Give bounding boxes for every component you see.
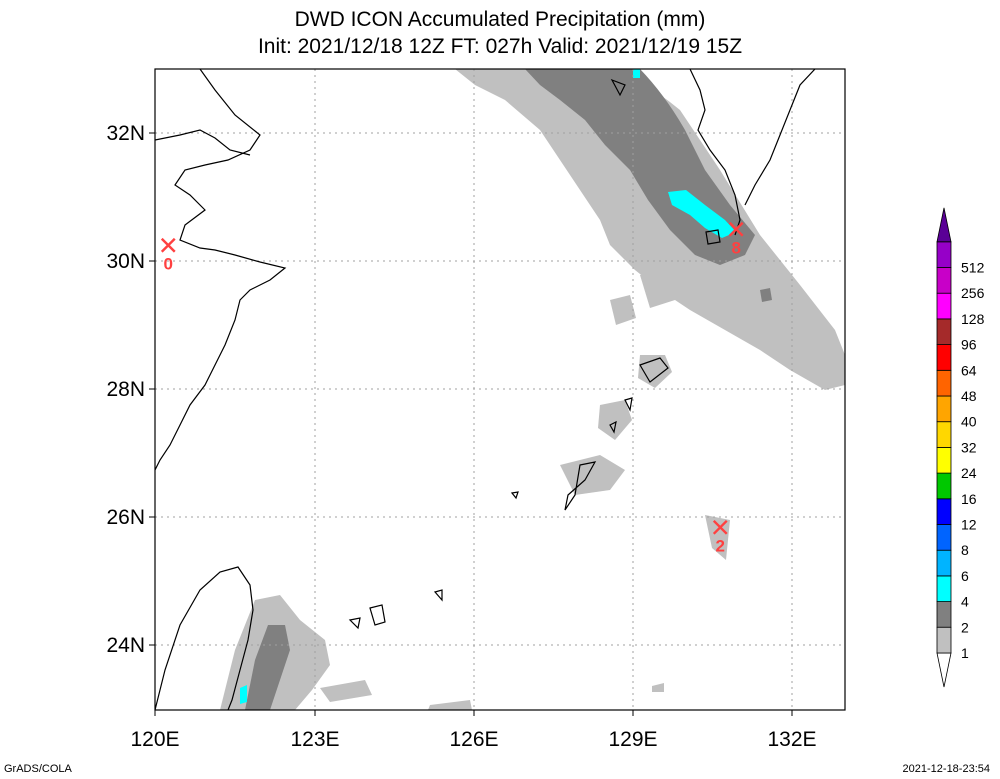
colorbar-segment — [936, 524, 952, 551]
island-coast — [348, 617, 361, 630]
precip-light-patch — [652, 683, 664, 692]
station-marker: 2 — [712, 519, 728, 555]
x-mark-icon — [160, 237, 176, 253]
precip-light-patch — [640, 270, 675, 308]
colorbar-label: 6 — [961, 568, 969, 584]
colorbar-segment — [936, 318, 952, 345]
coastlines — [155, 69, 816, 710]
lon-label: 132E — [767, 728, 816, 751]
precip-light-patch — [705, 515, 730, 560]
island-coast — [433, 589, 443, 602]
station-value: 2 — [716, 536, 725, 555]
precip-mid-taiwan — [245, 625, 290, 710]
footer-timestamp: 2021-12-18-23:54 — [902, 763, 990, 775]
colorbar-label: 128 — [961, 311, 985, 327]
station-marker: 0 — [160, 237, 176, 273]
island-coast — [369, 604, 386, 626]
lat-label: 30N — [106, 250, 145, 273]
lon-label: 123E — [290, 728, 339, 751]
island-coast — [639, 357, 669, 383]
precip-light-patch — [428, 700, 472, 710]
colorbar-segment — [936, 369, 952, 397]
lat-label: 32N — [106, 122, 145, 145]
colorbar-label: 8 — [961, 542, 969, 558]
colorbar-label: 2 — [961, 619, 969, 635]
colorbar-low-arrow — [936, 652, 952, 688]
footer-credit: GrADS/COLA — [4, 763, 72, 775]
island-coast — [510, 491, 519, 500]
lat-label: 24N — [106, 634, 145, 657]
station-value: 8 — [731, 238, 740, 257]
precip-heavy-patch — [240, 685, 247, 704]
colorbar-label: 512 — [961, 260, 985, 276]
x-mark-icon — [712, 519, 728, 535]
island-coast — [609, 420, 617, 434]
lon-label: 126E — [449, 728, 498, 751]
precip-light-band — [455, 69, 845, 390]
island-coast — [705, 229, 721, 245]
china-coast — [155, 129, 251, 156]
colorbar-segment — [936, 267, 952, 294]
precip-mid-patch — [760, 288, 772, 302]
kyushu-coast — [610, 78, 626, 97]
shikoku-coast — [744, 69, 816, 206]
station-marker: 8 — [728, 221, 744, 257]
colorbar-label: 96 — [961, 337, 977, 353]
colorbar-segment — [936, 344, 952, 371]
island-coast — [624, 397, 633, 412]
lon-label: 120E — [130, 728, 179, 751]
colorbar-label: 48 — [961, 388, 977, 404]
precip-light-patch — [598, 400, 632, 440]
map-title: DWD ICON Accumulated Precipitation (mm) — [294, 8, 706, 31]
precip-field — [220, 69, 845, 710]
colorbar-segment — [936, 421, 952, 448]
colorbar-segment — [936, 395, 952, 423]
station-value: 0 — [164, 254, 173, 273]
lon-label: 129E — [608, 728, 657, 751]
taiwan-coast — [155, 566, 254, 710]
axis-ticks — [149, 132, 793, 716]
colorbar-segment — [936, 575, 952, 603]
precip-light-patch — [610, 295, 636, 325]
colorbar-segment — [936, 472, 952, 500]
map-subtitle: Init: 2021/12/18 12Z FT: 027h Valid: 202… — [257, 35, 743, 58]
colorbar-label: 1 — [961, 645, 969, 661]
colorbar-segment — [936, 446, 952, 474]
colorbar-label: 64 — [961, 362, 977, 378]
precip-heavy-patch — [668, 190, 736, 238]
precip-light-patch — [560, 455, 625, 495]
precip-light-patch — [320, 680, 372, 702]
china-coast — [155, 69, 287, 471]
colorbar-high-arrow — [936, 207, 952, 243]
lat-label: 26N — [106, 506, 145, 529]
colorbar-segment — [936, 241, 952, 268]
colorbar-label: 256 — [961, 285, 985, 301]
colorbar-segment — [936, 626, 952, 654]
colorbar-label: 12 — [961, 517, 977, 533]
lat-label: 28N — [106, 378, 145, 401]
colorbar-segment — [936, 498, 952, 525]
colorbar-label: 40 — [961, 414, 977, 430]
station-markers: 0 8 2 — [160, 221, 744, 555]
kyushu-coast — [689, 69, 741, 236]
colorbar-label: 24 — [961, 465, 977, 481]
colorbar-label: 16 — [961, 491, 977, 507]
colorbar-segment — [936, 601, 952, 628]
colorbar-label: 4 — [961, 594, 969, 610]
grid-lines — [155, 69, 845, 710]
precip-heavy-patch — [633, 69, 640, 78]
colorbar-segment — [936, 292, 952, 320]
island-coast — [564, 461, 597, 511]
colorbar-label: 32 — [961, 439, 977, 455]
colorbar-segment — [936, 549, 952, 577]
x-mark-icon — [728, 221, 744, 237]
